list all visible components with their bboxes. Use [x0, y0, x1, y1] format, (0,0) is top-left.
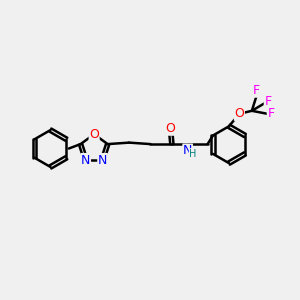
Text: F: F — [253, 84, 260, 97]
Text: O: O — [234, 107, 244, 120]
Text: O: O — [166, 122, 175, 135]
Text: O: O — [89, 128, 99, 141]
Text: H: H — [189, 148, 197, 159]
Text: F: F — [267, 107, 274, 120]
Text: F: F — [264, 95, 272, 108]
Text: N: N — [81, 154, 90, 166]
Text: N: N — [98, 154, 107, 166]
Text: N: N — [183, 144, 192, 157]
